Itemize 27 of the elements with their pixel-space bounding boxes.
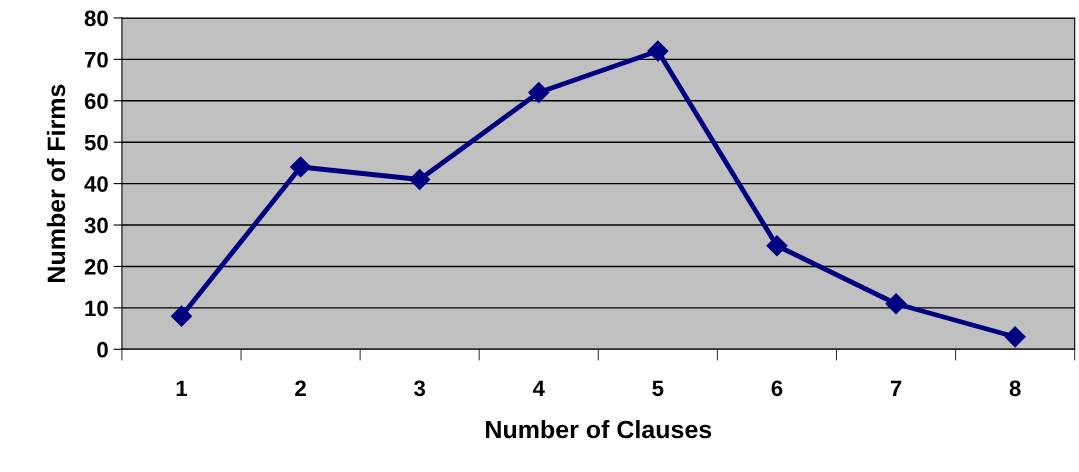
- x-tick-label: 7: [890, 380, 902, 396]
- x-tick-label: 4: [532, 380, 545, 396]
- point: [290, 156, 312, 178]
- point: [409, 168, 431, 190]
- y-tick-label: 70: [84, 51, 108, 68]
- point: [170, 305, 192, 327]
- point: [885, 293, 907, 315]
- x-tick-label: 2: [295, 380, 306, 396]
- y-tick-label: 40: [84, 176, 108, 192]
- y-tick-label: 10: [85, 300, 108, 317]
- x-tick-label: 5: [652, 380, 664, 397]
- point: [528, 81, 550, 104]
- y-tick-label: 50: [84, 134, 108, 151]
- point: [1004, 326, 1026, 348]
- x-axis-title: Number of Clauses: [486, 420, 712, 439]
- x-tick-label: 3: [414, 380, 426, 397]
- x-tick-label: 1: [176, 380, 188, 396]
- y-tick-label: 80: [84, 10, 108, 27]
- y-tick-label: 0: [97, 341, 108, 358]
- y-tick-label: 60: [84, 93, 108, 110]
- y-tick-label: 20: [84, 258, 108, 275]
- y-axis-title: Number of Firms: [46, 84, 66, 282]
- x-tick-label: 8: [1009, 380, 1021, 397]
- point: [766, 235, 788, 257]
- y-tick-label: 30: [84, 217, 108, 234]
- point: [647, 40, 669, 62]
- x-tick-label: 6: [771, 380, 783, 397]
